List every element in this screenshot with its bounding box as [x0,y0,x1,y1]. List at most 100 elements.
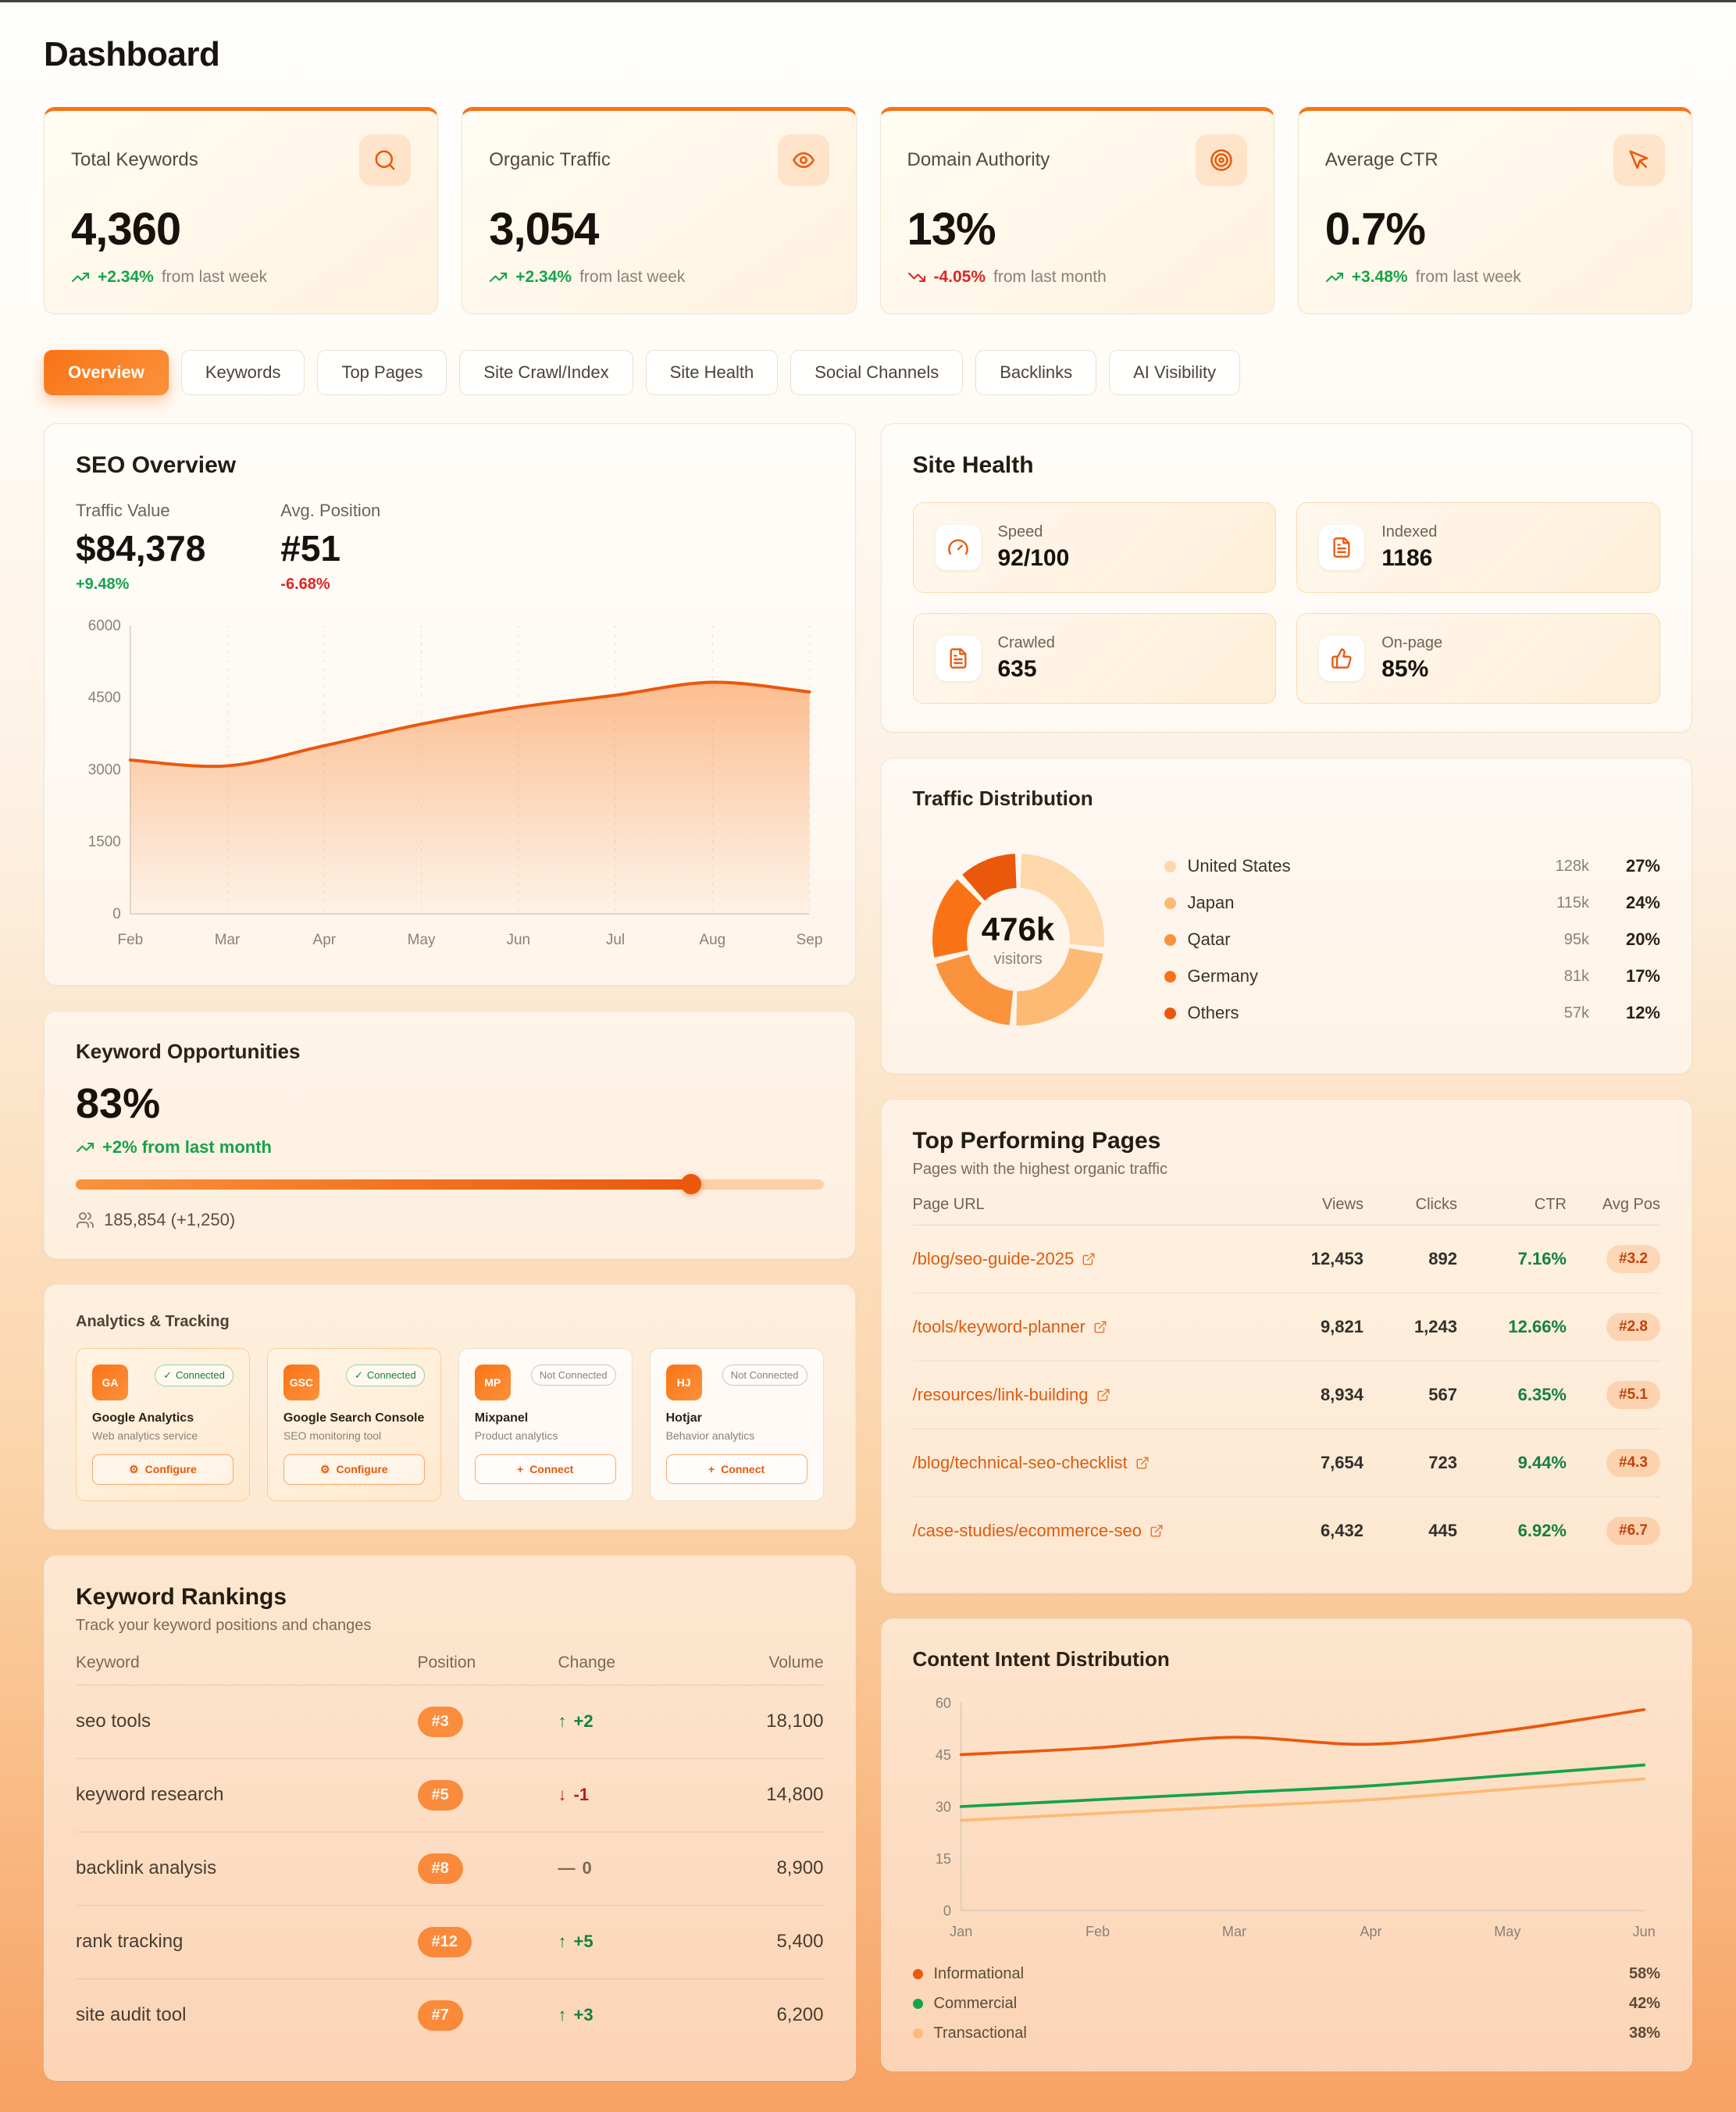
stat-period: from last month [993,268,1107,286]
tab-site-crawl-index[interactable]: Site Crawl/Index [459,350,633,395]
avg-pos-badge: #2.8 [1606,1313,1660,1341]
arrow-up-icon: ↑ [558,2005,567,2025]
arrow-down-icon: ↓ [558,1785,567,1805]
page-url-link[interactable]: /blog/technical-seo-checklist [913,1453,1263,1473]
traffic-legend: United States 128k 27% Japan 115k 24% [1164,856,1660,1023]
legend-item: Informational 58% [912,1965,1660,1983]
cursor-icon [1613,134,1665,186]
integration-mixpanel: MP Not Connected Mixpanel Product analyt… [458,1347,633,1501]
legend-item: Commercial 42% [912,1995,1660,2013]
page-url-link[interactable]: /blog/seo-guide-2025 [913,1249,1263,1269]
svg-text:0: 0 [943,1903,950,1918]
svg-text:May: May [408,932,436,948]
table-row[interactable]: /resources/link-building 8,934 567 6.35%… [912,1361,1660,1429]
gear-icon: ⚙ [129,1462,139,1475]
page-url-link[interactable]: /case-studies/ecommerce-seo [913,1521,1263,1541]
table-row[interactable]: /blog/technical-seo-checklist 7,654 723 … [912,1429,1660,1497]
plus-icon: + [708,1462,715,1475]
configure-button[interactable]: ⚙ Configure [283,1454,425,1485]
tab-ai-visibility[interactable]: AI Visibility [1109,350,1241,395]
traffic-donut-chart: 476k visitors [913,834,1124,1045]
integration-description: SEO monitoring tool [283,1429,382,1442]
avg-pos-badge: #3.2 [1606,1245,1660,1273]
legend-dot [912,1998,923,2009]
connect-button[interactable]: + Connect [474,1454,616,1484]
stat-card-domain-authority: Domain Authority 13% -4.05% from last mo… [879,107,1274,314]
legend-item: Qatar 95k 20% [1164,929,1660,950]
metric-value: $84,378 [76,528,206,569]
check-icon: ✓ [354,1368,363,1381]
site-health-crawled-tile: Crawled 635 [912,613,1277,704]
legend-dot [912,1968,923,1979]
tab-top-pages[interactable]: Top Pages [317,350,447,395]
progress-thumb[interactable] [680,1174,701,1195]
external-link-icon [1094,1321,1107,1333]
metric-label: Traffic Value [76,501,170,520]
legend-item: Transactional 38% [912,2025,1660,2042]
dash-icon: — [558,1858,576,1878]
integration-name: Mixpanel [474,1411,529,1425]
visitors-total: 476k [981,911,1055,947]
stat-value: 3,054 [489,204,599,255]
connect-button[interactable]: + Connect [665,1454,807,1484]
integration-description: Web analytics service [92,1429,198,1442]
opportunity-change: +2% from last month [102,1136,272,1157]
table-header: Keyword Position Change Volume [76,1635,824,1686]
tab-keywords[interactable]: Keywords [180,350,305,395]
keyword-rankings-subtitle: Track your keyword positions and changes [76,1616,372,1634]
svg-text:Jan: Jan [950,1924,972,1939]
table-row[interactable]: /blog/seo-guide-2025 12,453 892 7.16% #3… [912,1225,1660,1293]
visitors-label: visitors [993,951,1043,968]
position-badge: #5 [417,1779,463,1811]
table-row[interactable]: /tools/keyword-planner 9,821 1,243 12.66… [912,1293,1660,1361]
seo-overview-card: SEO Overview Traffic Value $84,378 +9.48… [44,423,856,986]
stat-value: 0.7% [1324,204,1426,255]
table-row[interactable]: site audit tool #7 ↑ +3 6,200 [76,1979,824,2052]
table-row[interactable]: backlink analysis #8 —0 8,900 [76,1832,824,1906]
page-url-link[interactable]: /tools/keyword-planner [913,1317,1263,1337]
opportunity-progress-bar[interactable] [76,1174,824,1195]
tab-bar: Overview Keywords Top Pages Site Crawl/I… [44,350,1692,395]
analytics-tracking-title: Analytics & Tracking [76,1312,230,1330]
status-badge: Not Connected [722,1364,807,1386]
mixpanel-logo: MP [474,1364,511,1400]
svg-text:Mar: Mar [1221,1924,1246,1939]
check-icon: ✓ [163,1368,172,1381]
tab-site-health[interactable]: Site Health [645,350,779,395]
site-health-indexed-tile: Indexed 1186 [1296,502,1660,593]
page-url-link[interactable]: /resources/link-building [913,1385,1263,1405]
stat-period: from last week [579,268,686,286]
table-row[interactable]: keyword research #5 ↓ -1 14,800 [76,1759,824,1832]
tab-overview[interactable]: Overview [44,350,169,395]
status-badge: Not Connected [530,1364,616,1386]
plus-icon: + [517,1462,524,1475]
tab-social-channels[interactable]: Social Channels [790,350,964,395]
position-badge: #7 [417,2000,463,2031]
table-row[interactable]: seo tools #3 ↑ +2 18,100 [76,1686,824,1759]
trending-up-icon [1325,268,1344,287]
svg-text:Feb: Feb [118,932,144,948]
opportunity-trend: +2% from last month [76,1137,824,1158]
avg-pos-badge: #6.7 [1606,1517,1660,1545]
integration-hotjar: HJ Not Connected Hotjar Behavior analyti… [649,1347,824,1501]
legend-item: United States 128k 27% [1164,856,1660,876]
trending-down-icon [907,268,926,287]
tab-backlinks[interactable]: Backlinks [975,350,1097,395]
configure-button[interactable]: ⚙ Configure [92,1454,233,1485]
avg-pos-badge: #5.1 [1606,1381,1660,1409]
site-health-title: Site Health [912,452,1034,478]
content-intent-legend: Informational 58% Commercial 42% Transac… [912,1965,1660,2042]
google-search-console-logo: GSC [283,1364,319,1400]
table-row[interactable]: rank tracking #12 ↑ +5 5,400 [76,1906,824,1979]
metric-change: -6.68% [280,576,330,593]
legend-dot [1164,860,1176,872]
hotjar-logo: HJ [665,1364,702,1400]
keyword-rankings-card: Keyword Rankings Track your keyword posi… [44,1554,856,2081]
integration-google-analytics: GA ✓ Connected Google Analytics Web analy… [76,1347,250,1501]
opportunity-score: 83% [76,1079,161,1127]
table-row[interactable]: /case-studies/ecommerce-seo 6,432 445 6.… [913,1497,1660,1564]
content-intent-title: Content Intent Distribution [912,1647,1170,1671]
svg-text:Jul: Jul [606,932,625,948]
metric-value: #51 [280,528,341,569]
